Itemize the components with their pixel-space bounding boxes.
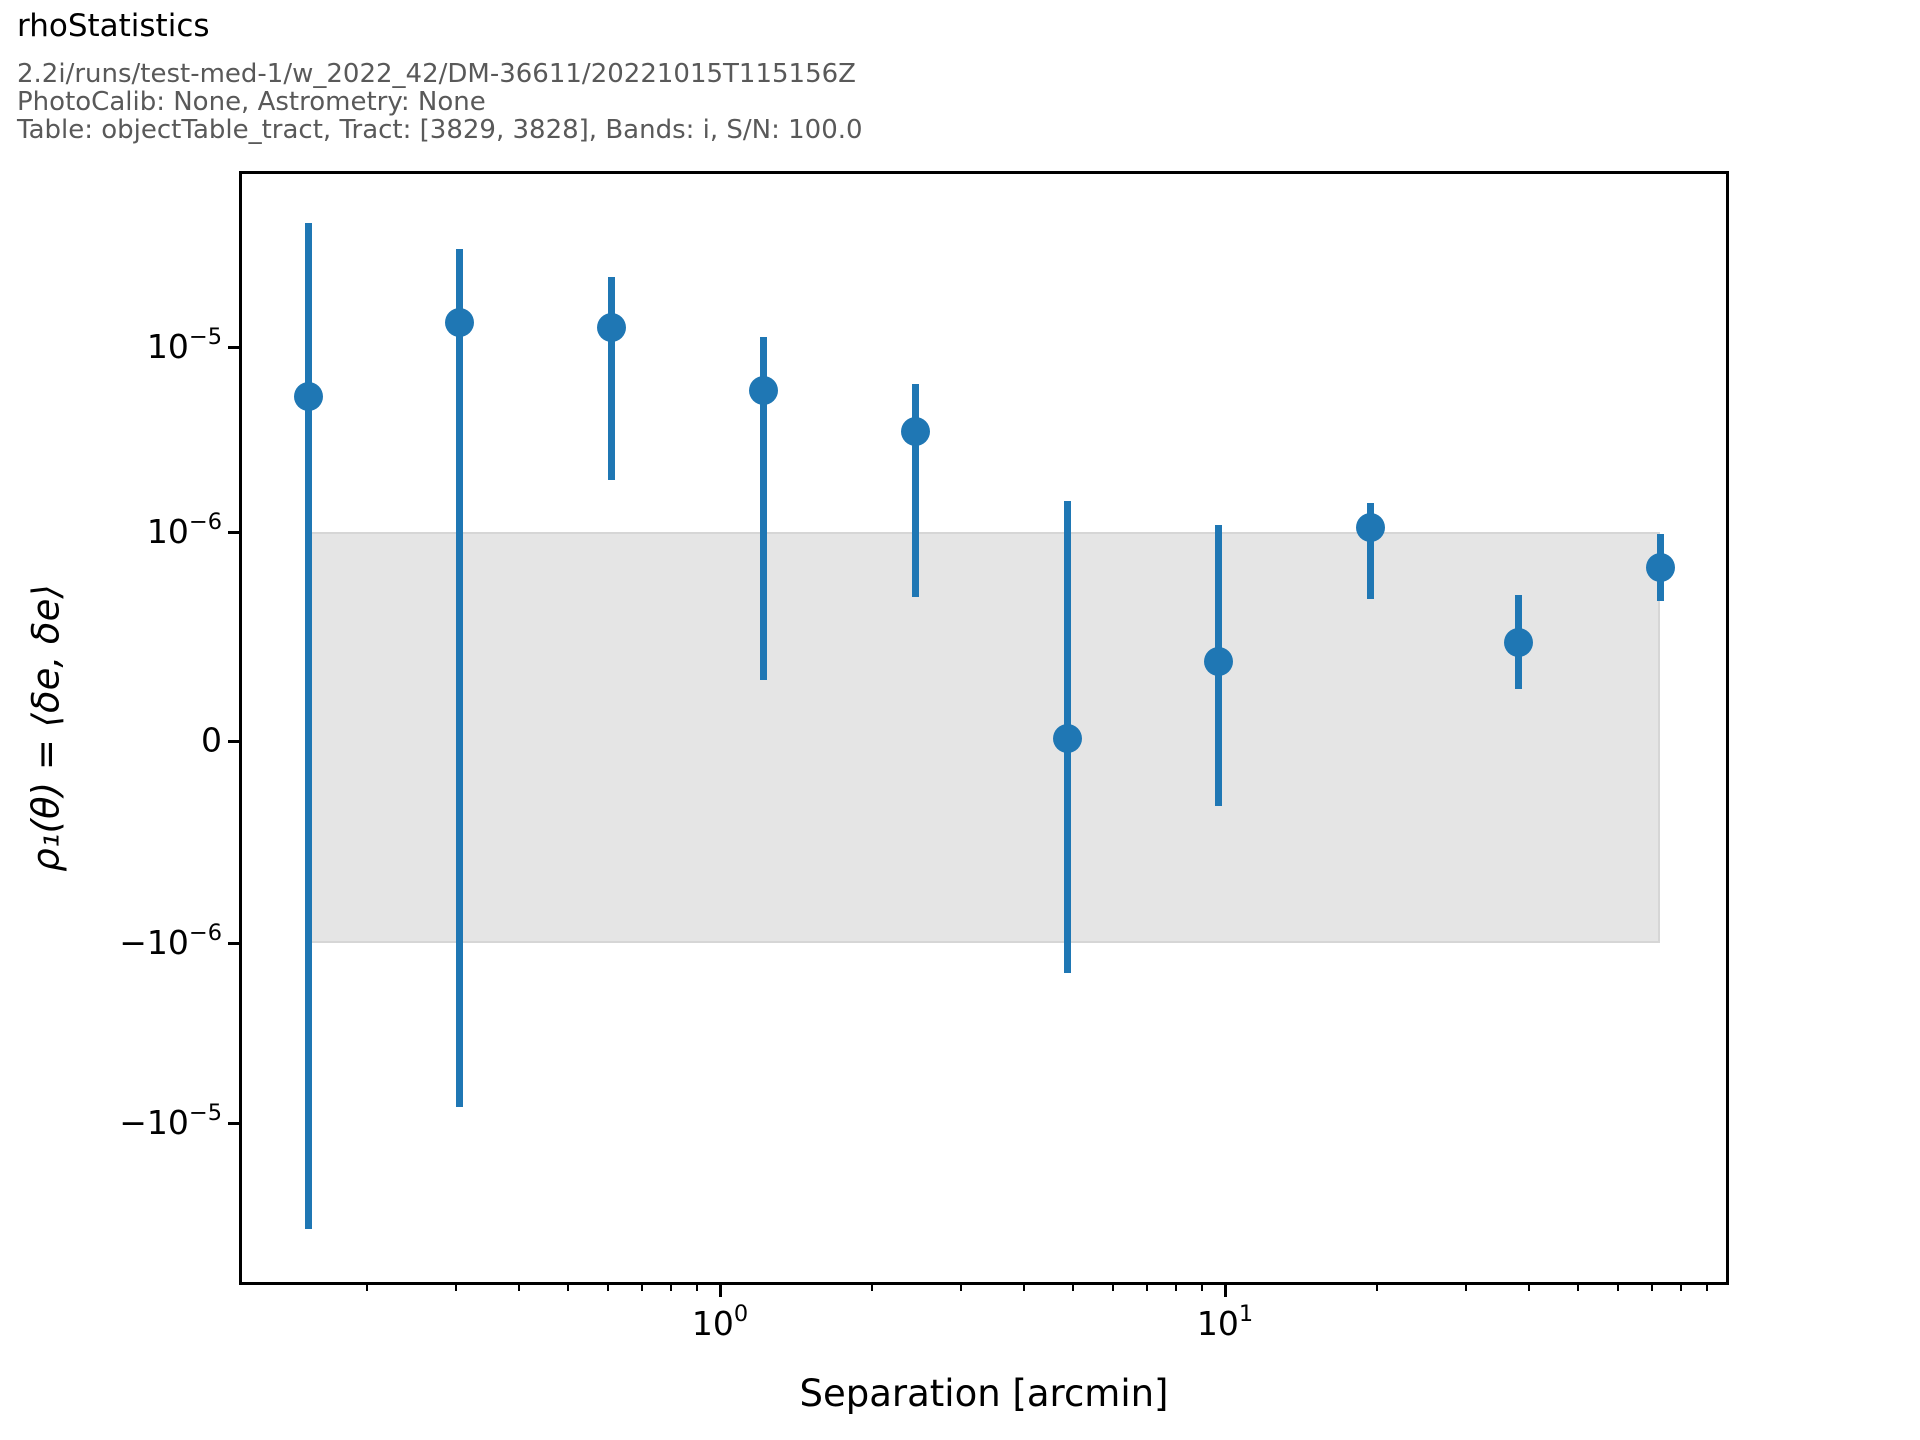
y-major-tick xyxy=(228,1121,241,1125)
x-minor-tick xyxy=(640,1283,643,1291)
x-minor-tick xyxy=(1023,1283,1026,1291)
error-bar xyxy=(1366,503,1374,599)
x-minor-tick xyxy=(1111,1283,1114,1291)
x-minor-tick xyxy=(1576,1283,1579,1291)
x-minor-tick xyxy=(366,1283,369,1291)
y-major-tick xyxy=(228,739,241,743)
data-point xyxy=(749,376,779,406)
y-tick-label: 10−6 xyxy=(146,508,222,552)
error-bar xyxy=(912,384,920,597)
x-minor-tick xyxy=(1680,1283,1683,1291)
x-minor-tick xyxy=(670,1283,673,1291)
x-minor-tick xyxy=(1145,1283,1148,1291)
calibration-line: PhotoCalib: None, Astrometry: None xyxy=(17,87,486,117)
table-info-line: Table: objectTable_tract, Tract: [3829, … xyxy=(17,115,863,145)
x-minor-tick xyxy=(871,1283,874,1291)
y-tick-label: 0 xyxy=(201,720,222,760)
data-point xyxy=(901,416,931,446)
x-axis-label: Separation [arcmin] xyxy=(799,1372,1169,1415)
x-tick-label: 100 xyxy=(691,1300,749,1343)
x-minor-tick xyxy=(695,1283,698,1291)
error-bar xyxy=(608,276,616,481)
figure-title: rhoStatistics xyxy=(17,8,210,44)
x-minor-tick xyxy=(1705,1283,1708,1291)
x-major-tick xyxy=(718,1283,722,1297)
x-major-tick xyxy=(1223,1283,1227,1297)
error-bar xyxy=(304,222,312,1230)
y-axis-label: ρ₁(θ) = ⟨δe, δe⟩ xyxy=(24,584,68,872)
x-minor-tick xyxy=(566,1283,569,1291)
run-collection-line: 2.2i/runs/test-med-1/w_2022_42/DM-36611/… xyxy=(17,59,856,89)
x-minor-tick xyxy=(1071,1283,1074,1291)
y-tick-label: −10−6 xyxy=(119,919,222,963)
x-minor-tick xyxy=(518,1283,521,1291)
x-minor-tick xyxy=(959,1283,962,1291)
x-minor-tick xyxy=(1175,1283,1178,1291)
data-point xyxy=(1645,553,1675,583)
x-minor-tick xyxy=(606,1283,609,1291)
data-point xyxy=(293,382,323,411)
x-minor-tick xyxy=(1464,1283,1467,1291)
data-point xyxy=(1355,512,1385,542)
error-bar xyxy=(456,248,464,1108)
data-point xyxy=(1203,647,1233,677)
x-minor-tick xyxy=(1528,1283,1531,1291)
error-bar xyxy=(760,337,768,681)
y-tick-label: −10−5 xyxy=(119,1099,222,1143)
data-point xyxy=(1052,724,1082,754)
data-point xyxy=(1504,628,1534,658)
x-minor-tick xyxy=(1650,1283,1653,1291)
plot-frame xyxy=(239,171,1729,1285)
y-major-tick xyxy=(228,941,241,945)
x-minor-tick xyxy=(1376,1283,1379,1291)
y-tick-label: 10−5 xyxy=(146,323,222,367)
x-minor-tick xyxy=(454,1283,457,1291)
data-point xyxy=(445,307,475,337)
y-major-tick xyxy=(228,530,241,534)
confidence-band xyxy=(308,532,1661,943)
y-major-tick xyxy=(228,345,241,349)
x-minor-tick xyxy=(1200,1283,1203,1291)
x-tick-label: 101 xyxy=(1196,1300,1254,1343)
data-point xyxy=(597,313,627,343)
x-minor-tick xyxy=(1616,1283,1619,1291)
